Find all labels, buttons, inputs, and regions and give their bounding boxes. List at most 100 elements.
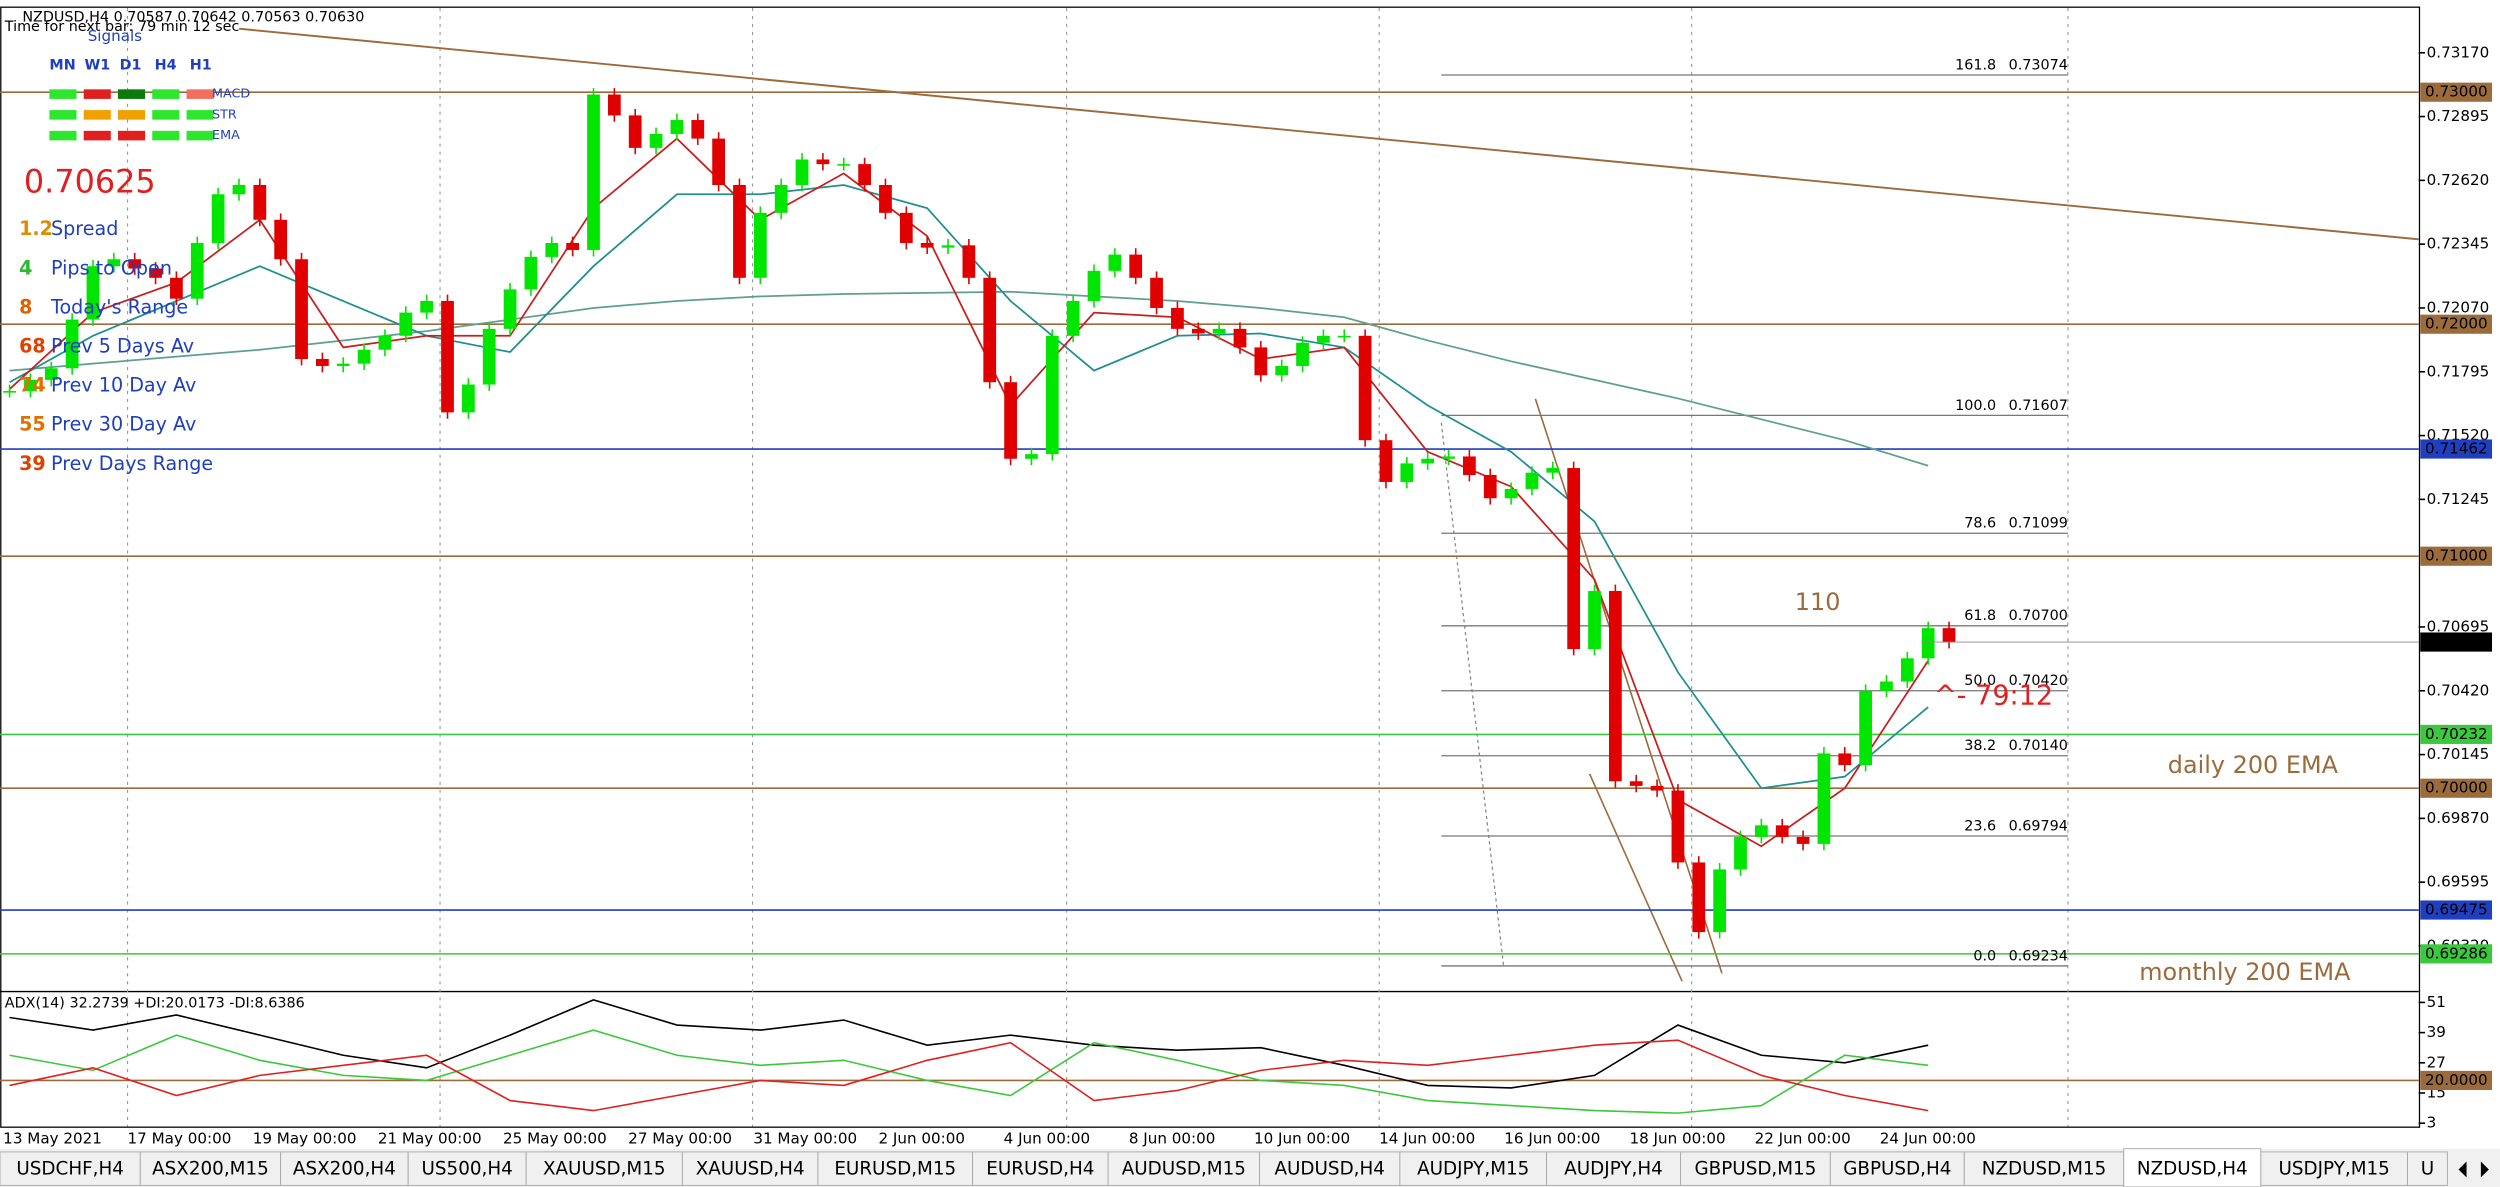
tab-label[interactable]: US500,H4 [422, 1158, 513, 1179]
level-label: 0.71462 [2425, 440, 2488, 458]
candle [1358, 335, 1372, 441]
candle [65, 319, 79, 369]
tab-label[interactable]: AUDJPY,H4 [1564, 1158, 1663, 1179]
signal-block [152, 130, 180, 141]
tab[interactable] [2260, 1151, 2409, 1186]
tab-scroll-left[interactable] [2458, 1161, 2467, 1178]
candle [545, 243, 559, 257]
y-tick-label: 0.70420 [2427, 681, 2490, 699]
fib-price: 0.71099 [2009, 516, 2068, 532]
tab-label[interactable]: NZDUSD,H4 [2137, 1158, 2248, 1179]
x-tick-label: 27 May 00:00 [628, 1130, 732, 1148]
tab[interactable] [2123, 1148, 2262, 1187]
tab[interactable] [817, 1151, 974, 1186]
tab[interactable] [972, 1151, 1109, 1186]
candle [774, 184, 788, 213]
candle [86, 266, 100, 320]
fib-price: 0.70420 [2009, 673, 2068, 689]
tab[interactable] [1829, 1151, 1965, 1186]
moving-average [8, 137, 1929, 848]
candle [1650, 785, 1664, 791]
signal-block [117, 89, 146, 99]
signal-block [49, 89, 77, 99]
tab-scroll-right[interactable] [2480, 1161, 2489, 1178]
signal-column: D1 [120, 57, 142, 73]
tab[interactable] [280, 1151, 409, 1186]
tab-label[interactable]: GBPUSD,M15 [1694, 1158, 1816, 1179]
adx-level-tag [2420, 1070, 2493, 1090]
signal-row: STR [212, 107, 237, 122]
time-grid [126, 7, 2069, 1127]
tab-label[interactable]: ASX200,M15 [152, 1158, 269, 1179]
candle [837, 164, 851, 166]
tab[interactable] [1680, 1151, 1831, 1186]
fib-price: 0.70140 [2009, 738, 2068, 754]
candle [1254, 347, 1268, 376]
x-tick-label: 2 Jun 00:00 [879, 1130, 966, 1148]
signal-row: MACD [212, 87, 250, 102]
candle [983, 277, 997, 383]
x-tick-label: 25 May 00:00 [503, 1130, 607, 1148]
candle [1775, 825, 1789, 837]
fib-ratio: 61.8 [1964, 608, 1996, 624]
candle [691, 120, 705, 139]
y-tick-label: 0.69870 [2427, 809, 2490, 827]
signal-column: H1 [190, 57, 212, 73]
tab[interactable] [1259, 1151, 1401, 1186]
candle [795, 159, 809, 185]
tab-label[interactable]: U [2421, 1158, 2434, 1179]
tab[interactable] [1107, 1151, 1261, 1186]
candle [1713, 869, 1727, 933]
candle [628, 115, 642, 148]
tab-label[interactable]: AUDUSD,H4 [1274, 1158, 1384, 1179]
adx-level-label: 20.0000 [2425, 1071, 2488, 1089]
tab-label[interactable]: USDJPY,M15 [2279, 1158, 2390, 1179]
tab[interactable] [525, 1151, 683, 1186]
tab[interactable] [1546, 1151, 1681, 1186]
x-tick-label: 8 Jun 00:00 [1129, 1130, 1216, 1148]
info-value: 55 [19, 413, 46, 436]
y-tick-label: 0.72620 [2427, 171, 2490, 189]
candle [253, 184, 267, 220]
tab-label[interactable]: EURUSD,M15 [834, 1158, 956, 1179]
tab[interactable] [681, 1151, 819, 1186]
tab[interactable] [139, 1151, 282, 1186]
tab[interactable] [2407, 1151, 2448, 1186]
candle [482, 328, 496, 385]
tab-label[interactable]: EURUSD,H4 [986, 1158, 1094, 1179]
tab-label[interactable]: AUDUSD,M15 [1122, 1158, 1246, 1179]
candle [461, 384, 475, 413]
level-tag [2420, 778, 2493, 798]
level-tag [2420, 82, 2493, 102]
info-label: Prev 10 Day Av [51, 374, 196, 397]
tab-label[interactable]: XAUUSD,H4 [696, 1158, 805, 1179]
candle [1754, 825, 1768, 837]
tab[interactable] [0, 1151, 141, 1186]
tab[interactable] [1963, 1151, 2125, 1186]
tab-label[interactable]: GBPUSD,H4 [1843, 1158, 1951, 1179]
level-label: 0.69286 [2425, 944, 2488, 962]
info-label: Prev Days Range [51, 452, 213, 475]
candle [1900, 658, 1914, 682]
tab-label[interactable]: ASX200,H4 [293, 1158, 396, 1179]
adx-tick-label: 27 [2427, 1053, 2446, 1071]
tab-label[interactable]: NZDUSD,M15 [1982, 1158, 2106, 1179]
candle [816, 159, 830, 165]
annotation: monthly 200 EMA [2139, 958, 2351, 986]
symbol-line: NZDUSD,H4 0.70587 0.70642 0.70563 0.7063… [22, 10, 364, 26]
annotation: ^- 79:12 [1934, 681, 2053, 712]
tab-label[interactable]: USDCHF,H4 [16, 1158, 124, 1179]
candle [1921, 628, 1935, 659]
candle [1567, 468, 1581, 650]
fib-ratio: 50.0 [1964, 673, 1996, 689]
info-value: 4 [19, 256, 32, 279]
adx-line [9, 1039, 1929, 1112]
tab-label[interactable]: XAUUSD,M15 [543, 1158, 666, 1179]
candle [378, 335, 392, 350]
tab-label[interactable]: AUDJPY,M15 [1417, 1158, 1529, 1179]
signal-block [186, 130, 214, 141]
tab[interactable] [1399, 1151, 1548, 1186]
y-tick-label: 0.72070 [2427, 298, 2490, 316]
fib-ratio: 78.6 [1964, 516, 1996, 532]
